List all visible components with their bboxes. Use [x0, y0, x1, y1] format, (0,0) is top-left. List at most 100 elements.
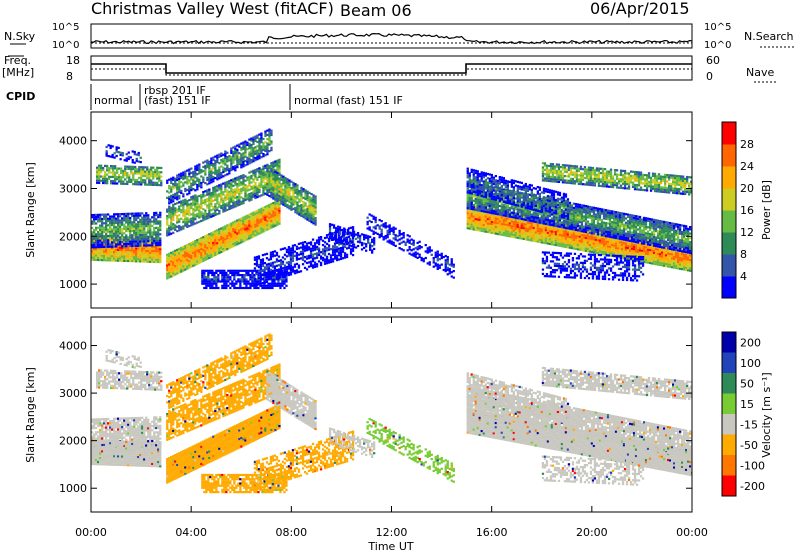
power-cell [180, 257, 183, 260]
power-cell [158, 184, 161, 187]
power-cell [370, 229, 373, 232]
power-cell [546, 231, 550, 234]
power-cell [530, 232, 533, 236]
power-cell [492, 223, 495, 226]
power-cell [178, 265, 181, 268]
power-cell [352, 235, 356, 238]
power-cell [216, 195, 219, 198]
power-cell [300, 204, 303, 207]
power-cell [205, 278, 208, 281]
power-cell [172, 210, 175, 213]
power-cell [133, 221, 136, 224]
power-cell [208, 175, 211, 178]
power-cell [347, 246, 351, 249]
power-cell [502, 234, 505, 237]
power-cell [218, 251, 221, 255]
power-cell [478, 212, 481, 215]
power-cell [254, 227, 257, 231]
power-cell [308, 215, 311, 218]
power-cell [155, 256, 158, 259]
power-cell [428, 250, 431, 253]
power-cell [182, 184, 185, 187]
power-cell [526, 223, 529, 226]
power-cell [254, 225, 257, 228]
power-cell [137, 233, 140, 237]
power-cell [274, 181, 277, 184]
power-cell [166, 190, 169, 193]
power-cell [103, 222, 106, 225]
power-cell [178, 267, 181, 270]
power-cell [366, 227, 369, 230]
power-cell [319, 255, 323, 258]
power-cell [127, 244, 130, 247]
power-cell [182, 254, 185, 257]
power-cell [188, 251, 191, 254]
power-cell [111, 240, 114, 243]
power-cell [372, 217, 375, 220]
power-cell [556, 237, 560, 241]
power-cell [260, 170, 263, 173]
power-cell [107, 234, 110, 238]
power-cell [516, 219, 519, 222]
power-cell [233, 278, 236, 281]
power-cell [219, 271, 222, 274]
power-cell [166, 210, 169, 213]
power-cell [314, 217, 317, 220]
power-cell [522, 220, 525, 223]
power-cell [127, 255, 130, 258]
power-cell [276, 206, 279, 209]
power-cell [166, 217, 169, 220]
power-cell [172, 205, 175, 209]
power-cell [180, 189, 183, 192]
power-cell [306, 194, 309, 198]
power-cell [514, 236, 517, 239]
power-cell [252, 215, 255, 219]
power-cell [432, 261, 435, 264]
power-cell [276, 166, 279, 169]
power-cell [208, 194, 211, 198]
power-cell [253, 282, 256, 285]
power-cell [330, 223, 334, 226]
power-cell [564, 237, 568, 240]
power-cell [242, 174, 245, 177]
power-cell [139, 156, 142, 159]
power-cell [180, 202, 183, 205]
power-cell [231, 271, 234, 274]
power-cell [186, 180, 189, 183]
power-cell [440, 252, 443, 255]
power-cell [274, 194, 277, 197]
power-cell [208, 241, 211, 244]
power-cell [157, 260, 160, 264]
power-cell [294, 208, 297, 212]
power-cell [139, 253, 142, 257]
power-cell [522, 231, 525, 234]
power-cell [500, 233, 503, 236]
power-cell [538, 232, 541, 235]
power-cell [188, 260, 191, 263]
power-cell [264, 171, 267, 174]
power-cell [180, 261, 183, 265]
power-cell [518, 228, 521, 231]
power-cell [244, 140, 247, 143]
power-cell [206, 206, 209, 209]
power-cell [101, 220, 104, 223]
power-cell [137, 221, 140, 224]
power-cell [159, 250, 162, 253]
power-cell [244, 153, 247, 156]
power-cell [184, 257, 187, 260]
power-cell [248, 162, 251, 165]
power-cell [103, 235, 106, 238]
power-cell [105, 230, 108, 233]
power-cell [266, 211, 269, 214]
power-cell [121, 251, 124, 254]
power-cell [190, 182, 193, 185]
power-cell [128, 178, 131, 181]
power-cell [266, 138, 269, 141]
power-cell [260, 179, 263, 182]
power-cell [530, 226, 533, 229]
power-cell [305, 244, 309, 247]
power-cell [182, 227, 185, 230]
power-cell [284, 198, 287, 201]
power-cell [147, 260, 150, 263]
power-cell [309, 241, 313, 244]
